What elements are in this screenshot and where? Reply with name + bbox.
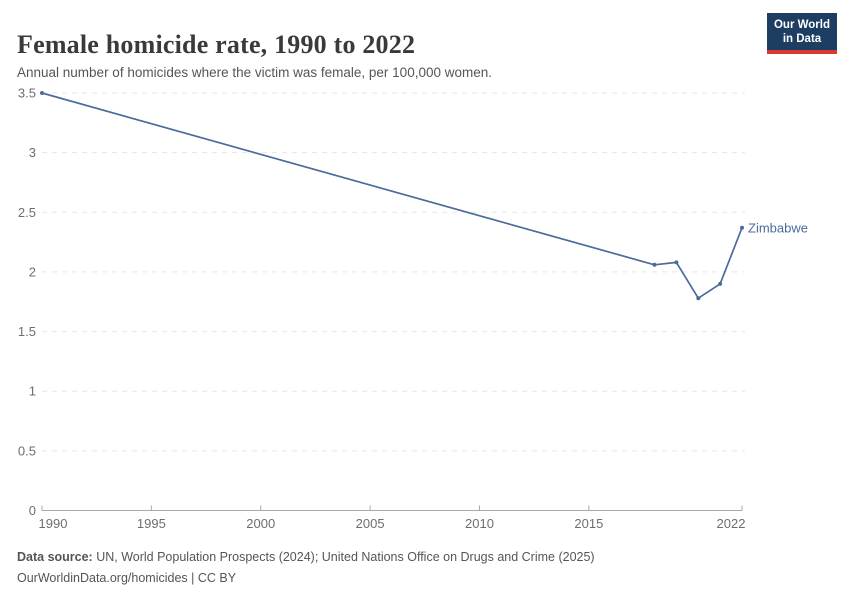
y-axis-tick-label: 2 [29,264,36,279]
data-point[interactable] [696,296,701,301]
owid-logo-line2: in Data [782,33,822,45]
data-point[interactable] [674,260,679,265]
trend-line[interactable] [41,92,743,300]
data-source-line: Data source: UN, World Population Prospe… [17,547,595,568]
y-axis-tick-label: 1 [29,384,36,399]
y-axis-tick-label: 0.5 [18,443,36,458]
data-source-label: Data source: [17,550,93,564]
x-axis-tick-label: 2010 [465,516,494,531]
x-axis-tick-label: 2005 [356,516,385,531]
owid-logo: Our World in Data [767,13,837,54]
y-axis-tick-label: 0 [29,503,36,518]
page-title: Female homicide rate, 1990 to 2022 [17,30,416,60]
y-axis-tick-label: 1.5 [18,324,36,339]
data-point[interactable] [652,262,657,267]
series-label[interactable]: Zimbabwe [748,220,808,235]
y-axis-tick-label: 2.5 [18,205,36,220]
chart-footer: Data source: UN, World Population Prospe… [17,547,595,589]
x-axis-tick-label: 1990 [39,516,68,531]
y-axis-tick-label: 3 [29,145,36,160]
chart-canvas: 0 0.5 1 1.5 2 2.5 3 3.5 1990 1995 2000 2005 2010 2015… [18,86,808,532]
data-point[interactable] [40,91,44,95]
data-source-text: UN, World Population Prospects (2024); U… [92,550,595,564]
data-point[interactable] [718,281,723,286]
chart-subtitle: Annual number of homicides where the vic… [17,64,492,80]
x-axis-tick-label: 2000 [246,516,275,531]
y-axis-tick-label: 3.5 [18,86,36,101]
data-point[interactable] [740,225,744,230]
x-axis-tick-label: 2015 [574,516,603,531]
owid-logo-line1: Our World [773,19,830,31]
license-line: OurWorldinData.org/homicides | CC BY [17,571,237,585]
x-axis-tick-label: 2022 [717,516,746,531]
x-axis-tick-label: 1995 [137,516,166,531]
